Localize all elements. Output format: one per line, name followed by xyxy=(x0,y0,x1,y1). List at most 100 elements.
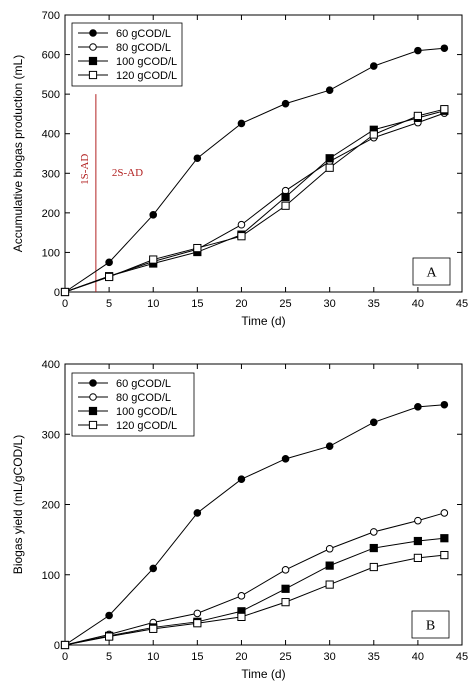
data-point xyxy=(237,475,246,484)
legend-marker xyxy=(88,70,98,80)
legend-label: 120 gCOD/L xyxy=(116,420,177,432)
x-axis-title: Time (d) xyxy=(241,667,285,681)
y-axis-title: Biogas yield (mL/gCOD/L) xyxy=(11,435,25,574)
x-tick-label: 15 xyxy=(191,298,203,310)
data-point xyxy=(369,418,378,427)
x-tick-label: 0 xyxy=(62,298,68,310)
series-line-2 xyxy=(64,512,445,646)
data-point xyxy=(325,544,334,553)
x-tick-label: 25 xyxy=(279,651,291,663)
y-tick-label: 0 xyxy=(54,287,60,299)
data-point xyxy=(149,255,158,264)
series-2-points xyxy=(61,109,449,296)
x-tick-label: 25 xyxy=(279,298,291,310)
legend-label: 80 gCOD/L xyxy=(116,42,171,54)
x-tick-label: 20 xyxy=(235,298,247,310)
x-tick-label: 30 xyxy=(324,651,336,663)
data-point xyxy=(325,442,334,450)
series-line-3 xyxy=(64,537,445,646)
data-point xyxy=(281,99,290,108)
data-point xyxy=(193,619,202,628)
x-tick-label: 10 xyxy=(147,298,159,310)
data-point xyxy=(413,536,422,546)
data-point xyxy=(369,62,378,70)
series-2-points xyxy=(61,509,449,649)
series-line-4 xyxy=(64,108,445,293)
series-1-points xyxy=(61,400,449,649)
y-tick-label: 400 xyxy=(42,359,60,371)
data-point xyxy=(105,258,113,267)
x-tick-label: 45 xyxy=(456,298,468,310)
x-tick-label: 5 xyxy=(106,651,112,663)
data-point xyxy=(281,598,290,607)
x-axis-title: Time (d) xyxy=(241,314,285,328)
y-tick-label: 300 xyxy=(42,168,60,180)
data-point xyxy=(325,86,334,94)
legend-marker xyxy=(88,406,98,416)
data-point xyxy=(369,543,378,553)
data-point xyxy=(149,564,158,573)
legend-marker xyxy=(88,420,98,430)
data-point xyxy=(237,592,246,600)
chart-panel-b: 0 5 10 15 20 25 30 35 40 45 0 100 200 300 400 Time (d) B… xyxy=(11,359,468,681)
data-point xyxy=(193,243,202,253)
data-point xyxy=(281,201,290,210)
data-point xyxy=(325,154,334,163)
x-tick-label: 5 xyxy=(106,298,112,310)
data-point xyxy=(440,509,449,517)
legend-label: 60 gCOD/L xyxy=(116,378,171,390)
series-line-3 xyxy=(64,110,445,293)
data-point xyxy=(60,640,70,650)
series-4-points xyxy=(60,105,449,297)
data-point xyxy=(325,561,334,570)
series-line-1 xyxy=(64,404,445,646)
data-point xyxy=(369,130,378,139)
x-tick-label: 45 xyxy=(456,651,468,663)
legend-marker xyxy=(89,379,97,387)
series-line-1 xyxy=(64,47,445,293)
legend-marker xyxy=(89,393,97,401)
y-tick-label: 200 xyxy=(42,500,60,512)
data-point xyxy=(60,287,70,297)
data-point xyxy=(237,612,246,621)
data-point xyxy=(149,624,158,633)
data-point xyxy=(281,455,290,463)
series-line-4 xyxy=(64,554,445,646)
data-point xyxy=(105,272,114,282)
y-axis-title: Accumulative biogas production (mL) xyxy=(11,55,25,252)
data-point xyxy=(237,119,246,128)
data-point xyxy=(440,534,449,543)
data-point xyxy=(369,562,378,572)
panel-label: B xyxy=(426,619,435,634)
series-line-2 xyxy=(64,112,445,293)
series-3-points xyxy=(60,106,449,297)
data-point xyxy=(193,154,202,163)
chart-panel-a: 0 5 10 15 20 25 30 35 40 45 0 100 200 300 400 500 600 700… xyxy=(11,10,468,328)
legend-marker xyxy=(88,56,98,66)
panel-label-box xyxy=(412,257,451,286)
x-tick-label: 40 xyxy=(412,298,424,310)
legend-marker xyxy=(89,43,97,51)
panel-label: A xyxy=(426,266,437,281)
data-point xyxy=(237,232,246,241)
data-point xyxy=(149,211,158,219)
data-point xyxy=(440,400,449,409)
y-tick-label: 0 xyxy=(54,640,60,652)
data-point xyxy=(440,550,449,560)
y-tick-label: 500 xyxy=(42,89,60,101)
y-tick-label: 100 xyxy=(42,247,60,259)
data-point xyxy=(413,553,422,562)
legend-marker xyxy=(89,29,97,37)
annotation-2s-ad: 2S-AD xyxy=(112,167,143,179)
plot-frame xyxy=(64,14,463,293)
legend: 60 gCOD/L 80 gCOD/L 100 gCOD/L 120 gCOD/L xyxy=(71,22,183,87)
data-point xyxy=(440,44,449,53)
y-tick-label: 200 xyxy=(42,208,60,220)
data-point xyxy=(414,403,422,411)
x-tick-label: 35 xyxy=(368,298,380,310)
legend-label: 80 gCOD/L xyxy=(116,392,171,404)
panel-label-box xyxy=(411,610,450,639)
data-point xyxy=(440,105,449,114)
series-4-points xyxy=(60,550,449,650)
